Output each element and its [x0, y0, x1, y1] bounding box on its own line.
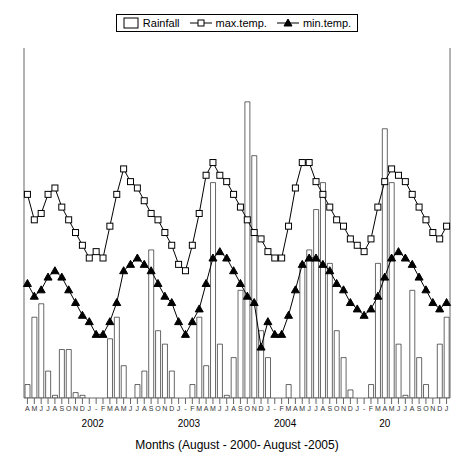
svg-text:A: A	[321, 405, 326, 412]
svg-text:O: O	[155, 405, 161, 412]
svg-text:J: J	[445, 405, 449, 412]
svg-text:J: J	[46, 405, 50, 412]
svg-text:M: M	[375, 405, 381, 412]
svg-text:M: M	[196, 405, 202, 412]
svg-text:J: J	[218, 405, 222, 412]
svg-text:M: M	[210, 405, 216, 412]
svg-text:A: A	[53, 405, 58, 412]
svg-text:J: J	[355, 405, 359, 412]
svg-text:J: J	[404, 405, 408, 412]
svg-text:N: N	[252, 405, 257, 412]
svg-text:A: A	[231, 405, 236, 412]
svg-text:N: N	[430, 405, 435, 412]
svg-text:A: A	[382, 405, 387, 412]
svg-text:D: D	[259, 405, 264, 412]
svg-text:N: N	[162, 405, 167, 412]
svg-text:A: A	[142, 405, 147, 412]
svg-text:O: O	[334, 405, 340, 412]
svg-text:J: J	[266, 405, 270, 412]
html-text:Rainfall: Rainfall	[142, 17, 180, 29]
svg-text:F: F	[280, 405, 284, 412]
svg-text:N: N	[341, 405, 346, 412]
svg-text:A: A	[114, 405, 119, 412]
svg-text:M: M	[31, 405, 37, 412]
svg-text:N: N	[73, 405, 78, 412]
svg-text:S: S	[59, 405, 64, 412]
svg-text:J: J	[177, 405, 181, 412]
svg-text:A: A	[204, 405, 209, 412]
svg-text:M: M	[299, 405, 305, 412]
svg-text:A: A	[410, 405, 415, 412]
svg-text:S: S	[238, 405, 243, 412]
svg-text:S: S	[327, 405, 332, 412]
svg-text:J: J	[307, 405, 311, 412]
svg-text:J: J	[314, 405, 318, 412]
svg-text:A: A	[293, 405, 298, 412]
html-text:Months (August - 2000- August: Months (August - 2000- August -2005)	[135, 438, 339, 452]
html-text:max.temp.: max.temp.	[215, 17, 267, 29]
svg-text:A: A	[25, 405, 30, 412]
svg-text:O: O	[66, 405, 72, 412]
svg-text:M: M	[389, 405, 395, 412]
svg-text:M: M	[121, 405, 127, 412]
svg-text:-: -	[363, 405, 366, 412]
svg-text:D: D	[348, 405, 353, 412]
svg-text:-: -	[184, 405, 187, 412]
svg-text:F: F	[190, 405, 194, 412]
svg-text:F: F	[369, 405, 373, 412]
svg-text:M: M	[286, 405, 292, 412]
svg-text:O: O	[423, 405, 429, 412]
svg-text:M: M	[107, 405, 113, 412]
svg-text:J: J	[39, 405, 43, 412]
html-text:min.temp.: min.temp.	[302, 17, 352, 29]
svg-text:S: S	[417, 405, 422, 412]
svg-text:D: D	[80, 405, 85, 412]
svg-text:J: J	[397, 405, 401, 412]
svg-text:J: J	[88, 405, 92, 412]
svg-text:O: O	[245, 405, 251, 412]
svg-text:J: J	[225, 405, 229, 412]
html-text:20: 20	[379, 418, 391, 429]
html-text:2004: 2004	[274, 418, 297, 429]
svg-text:-: -	[274, 405, 277, 412]
svg-text:F: F	[101, 405, 105, 412]
svg-text:D: D	[437, 405, 442, 412]
html-text:2003: 2003	[177, 418, 200, 429]
html-text:2002: 2002	[81, 418, 104, 429]
svg-text:J: J	[136, 405, 140, 412]
svg-text:-: -	[95, 405, 98, 412]
svg-text:D: D	[169, 405, 174, 412]
svg-text:J: J	[129, 405, 133, 412]
svg-text:S: S	[149, 405, 154, 412]
